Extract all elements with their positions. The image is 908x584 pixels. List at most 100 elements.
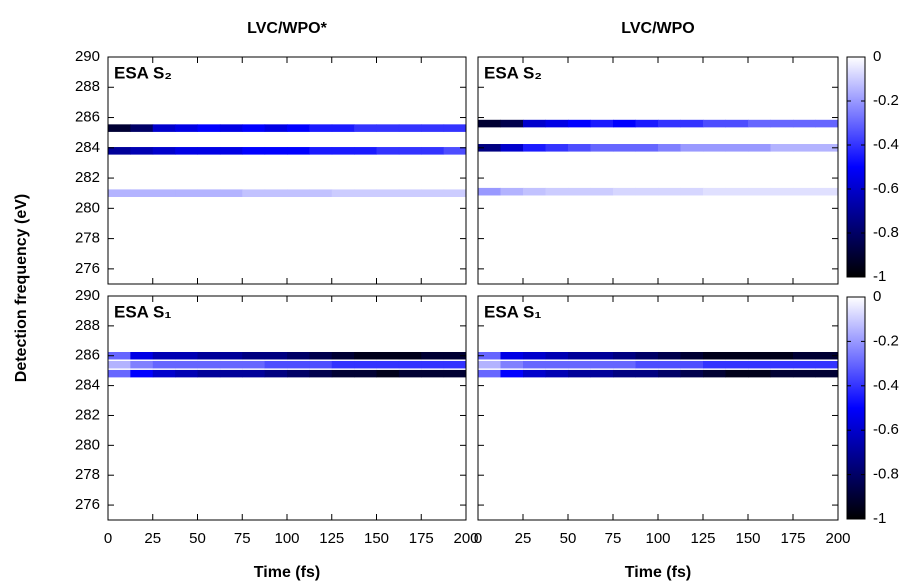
heat-cell: [658, 360, 681, 369]
heat-cell: [264, 369, 288, 378]
heat-cell: [635, 360, 659, 369]
heat-cell: [725, 360, 749, 369]
plot-bg: [108, 296, 466, 520]
panel-label: ESA S₂: [484, 63, 542, 82]
heat-cell: [545, 352, 569, 360]
x-tick-label: 150: [364, 530, 389, 547]
heat-cell: [770, 352, 794, 360]
colorbar-tick-label: -1: [873, 510, 886, 527]
heat-cell: [175, 147, 198, 155]
colorbar-tick-label: -0.8: [873, 224, 899, 241]
heat-cell: [635, 187, 659, 196]
heat-cell: [443, 360, 466, 369]
heat-cell: [242, 369, 266, 378]
heat-cell: [635, 369, 659, 378]
heat-cell: [398, 189, 422, 197]
heat-cell: [197, 352, 221, 360]
heat-cell: [421, 352, 445, 360]
heat-cell: [815, 187, 838, 196]
heat-cell: [421, 369, 445, 378]
heat-cell: [658, 187, 681, 196]
heat-cell: [197, 147, 221, 155]
heat-cell: [287, 189, 310, 197]
heat-cell: [568, 352, 591, 360]
heat-cell: [500, 360, 524, 369]
x-tick-label: 75: [605, 530, 622, 547]
heat-cell: [658, 369, 681, 378]
heat-cell: [770, 369, 794, 378]
y-tick-label: 282: [75, 169, 100, 186]
heat-cell: [500, 119, 524, 128]
heat-cell: [376, 360, 400, 369]
heat-cell: [748, 360, 771, 369]
heatmap: [108, 124, 466, 197]
heat-cell: [264, 124, 288, 132]
heat-cell: [478, 187, 501, 196]
heat-cell: [242, 147, 266, 155]
colorbar-tick-label: -0.4: [873, 377, 899, 394]
y-tick-label: 280: [75, 199, 100, 216]
heat-cell: [152, 189, 176, 197]
heat-cell: [108, 360, 131, 369]
x-tick-label: 0: [474, 530, 482, 547]
x-tick-label: 50: [560, 530, 577, 547]
heat-cell: [568, 369, 591, 378]
heat-cell: [197, 369, 221, 378]
heat-cell: [331, 369, 355, 378]
heat-cell: [658, 119, 681, 128]
heat-cell: [242, 352, 266, 360]
heat-cell: [590, 119, 614, 128]
y-tick-label: 290: [75, 48, 100, 65]
heat-cell: [500, 144, 524, 152]
heat-cell: [175, 369, 198, 378]
heat-cell: [376, 189, 400, 197]
heat-cell: [242, 124, 266, 132]
heat-cell: [287, 352, 310, 360]
y-tick-label: 280: [75, 436, 100, 453]
heat-cell: [152, 369, 176, 378]
heat-cell: [523, 352, 546, 360]
heat-cell: [309, 369, 333, 378]
heat-cell: [478, 119, 501, 128]
heat-cell: [287, 369, 310, 378]
y-tick-label: 276: [75, 260, 100, 277]
heat-cell: [725, 119, 749, 128]
y-axis-label: Detection frequency (eV): [13, 194, 30, 382]
heat-cell: [815, 360, 838, 369]
y-tick-label: 284: [75, 139, 100, 156]
heat-cell: [500, 352, 524, 360]
panel-label: ESA S₁: [114, 302, 171, 321]
heat-cell: [108, 189, 131, 197]
heat-cell: [219, 369, 243, 378]
heat-cell: [568, 119, 591, 128]
heat-cell: [219, 124, 243, 132]
heat-cell: [421, 189, 445, 197]
heat-cell: [219, 147, 243, 155]
plot-bg: [478, 296, 838, 520]
heat-cell: [175, 124, 198, 132]
x-tick-label: 100: [645, 530, 670, 547]
heat-cell: [523, 187, 546, 196]
heat-cell: [770, 360, 794, 369]
heatmap: [478, 119, 838, 196]
heat-cell: [590, 187, 614, 196]
heat-cell: [331, 147, 355, 155]
heat-cell: [287, 360, 310, 369]
heat-cell: [130, 147, 154, 155]
heat-cell: [658, 144, 681, 152]
heat-cell: [478, 369, 501, 378]
heat-cell: [398, 369, 422, 378]
heat-cell: [793, 360, 816, 369]
heat-cell: [152, 360, 176, 369]
panel-label: ESA S₁: [484, 302, 541, 321]
heat-cell: [680, 119, 704, 128]
heat-cell: [523, 360, 546, 369]
heat-cell: [331, 189, 355, 197]
heat-cell: [130, 189, 154, 197]
y-tick-label: 278: [75, 230, 100, 247]
y-tick-label: 286: [75, 109, 100, 126]
heat-cell: [264, 147, 288, 155]
heat-cell: [725, 144, 749, 152]
heat-cell: [523, 369, 546, 378]
